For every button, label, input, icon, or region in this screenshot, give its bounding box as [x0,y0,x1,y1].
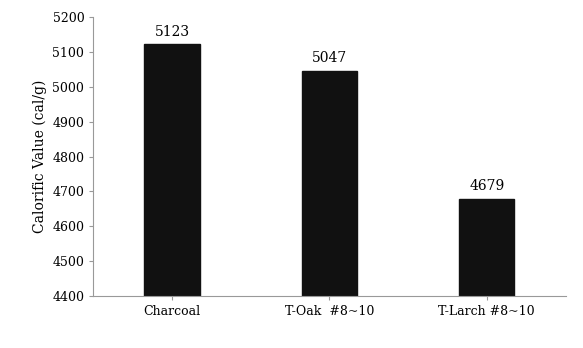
Text: 4679: 4679 [469,180,504,193]
Text: 5123: 5123 [154,25,189,39]
Y-axis label: Calorific Value (cal/g): Calorific Value (cal/g) [32,80,47,233]
Bar [302,71,357,348]
Text: 5047: 5047 [312,52,347,65]
Bar [145,44,199,348]
Bar [459,199,514,348]
